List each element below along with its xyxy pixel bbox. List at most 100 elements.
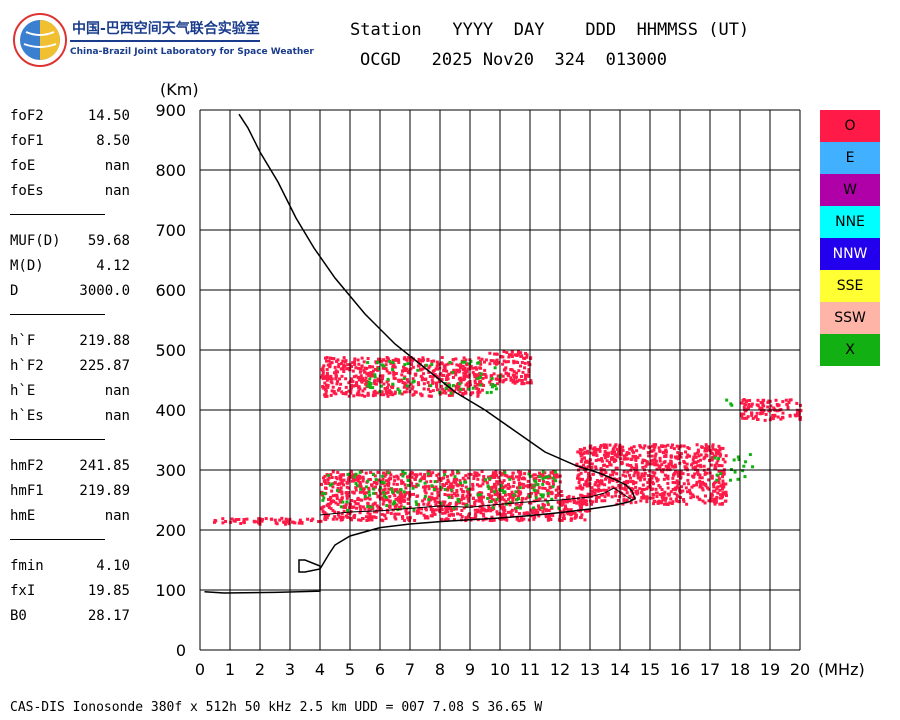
o-mode-echo xyxy=(492,372,496,376)
o-mode-echo xyxy=(395,503,399,507)
o-mode-echo xyxy=(426,503,430,507)
x-mode-echo xyxy=(495,497,499,501)
o-mode-echo xyxy=(354,488,358,492)
o-mode-echo xyxy=(722,471,726,475)
o-mode-echo xyxy=(621,502,625,506)
o-mode-echo xyxy=(574,513,578,517)
o-mode-echo xyxy=(529,508,533,512)
o-mode-echo xyxy=(571,495,575,499)
o-mode-echo xyxy=(386,491,390,495)
o-mode-echo xyxy=(536,504,540,508)
o-mode-echo xyxy=(462,375,466,379)
o-mode-echo xyxy=(746,407,750,411)
o-mode-echo xyxy=(412,392,416,396)
o-mode-echo xyxy=(604,476,608,480)
param-value: 28.17 xyxy=(87,608,130,624)
o-mode-echo xyxy=(671,480,675,484)
o-mode-echo xyxy=(393,390,397,394)
o-mode-echo xyxy=(643,477,647,481)
o-mode-echo xyxy=(642,495,646,499)
o-mode-echo xyxy=(327,359,331,363)
o-mode-echo xyxy=(371,365,375,369)
x-mode-echo xyxy=(478,375,482,379)
o-mode-echo xyxy=(591,452,595,456)
o-mode-echo xyxy=(469,393,473,397)
o-mode-echo xyxy=(357,393,361,397)
o-mode-echo xyxy=(397,360,401,364)
o-mode-echo xyxy=(256,520,260,524)
o-mode-echo xyxy=(721,479,725,483)
y-tick-label: 100 xyxy=(155,581,186,600)
o-mode-echo xyxy=(744,399,748,403)
o-mode-echo xyxy=(331,485,335,489)
o-mode-echo xyxy=(583,446,587,450)
o-mode-echo xyxy=(443,511,447,515)
o-mode-echo xyxy=(323,381,327,385)
o-mode-echo xyxy=(771,413,775,417)
o-mode-echo xyxy=(356,479,360,483)
o-mode-echo xyxy=(473,516,477,520)
o-mode-echo xyxy=(603,483,607,487)
o-mode-echo xyxy=(602,488,606,492)
o-mode-echo xyxy=(500,485,504,489)
x-mode-echo xyxy=(527,494,531,498)
o-mode-echo xyxy=(501,374,505,378)
o-mode-echo xyxy=(717,444,721,448)
o-mode-echo xyxy=(340,512,344,516)
o-mode-echo xyxy=(387,477,391,481)
o-mode-echo xyxy=(500,481,504,485)
param-label: h`Es xyxy=(10,408,44,424)
o-mode-echo xyxy=(651,470,655,474)
o-mode-echo xyxy=(324,486,328,490)
x-mode-echo xyxy=(443,473,447,477)
o-mode-echo xyxy=(718,463,722,467)
o-mode-echo xyxy=(280,516,284,520)
o-mode-echo xyxy=(363,394,367,398)
o-mode-echo xyxy=(718,502,722,506)
o-mode-echo xyxy=(584,509,588,513)
o-mode-echo xyxy=(649,496,653,500)
o-mode-echo xyxy=(582,463,586,467)
o-mode-echo xyxy=(381,366,385,370)
o-mode-echo xyxy=(384,472,388,476)
o-mode-echo xyxy=(384,363,388,367)
o-mode-echo xyxy=(707,478,711,482)
x-mode-echo xyxy=(538,475,542,479)
o-mode-echo xyxy=(455,363,459,367)
o-mode-echo xyxy=(509,495,513,499)
o-mode-echo xyxy=(740,414,744,418)
o-mode-echo xyxy=(213,518,217,522)
o-mode-echo xyxy=(587,484,591,488)
o-mode-echo xyxy=(640,461,644,465)
o-mode-echo xyxy=(353,513,357,517)
x-mode-echo xyxy=(373,373,377,377)
o-mode-echo xyxy=(336,470,340,474)
o-mode-echo xyxy=(386,386,390,390)
o-mode-echo xyxy=(329,361,333,365)
x-mode-echo xyxy=(741,469,745,473)
o-mode-echo xyxy=(356,498,360,502)
o-mode-echo xyxy=(370,515,374,519)
param-label: hmF1 xyxy=(10,483,44,499)
o-mode-echo xyxy=(504,377,508,381)
param-row: foEs nan xyxy=(10,183,130,208)
o-mode-echo xyxy=(334,392,338,396)
o-mode-echo xyxy=(544,513,548,517)
o-mode-echo xyxy=(478,390,482,394)
o-mode-echo xyxy=(383,484,387,488)
o-mode-echo xyxy=(340,490,344,494)
o-mode-echo xyxy=(787,400,791,404)
o-mode-echo xyxy=(601,493,605,497)
o-mode-echo xyxy=(599,443,603,447)
x-mode-echo xyxy=(733,470,737,474)
o-mode-echo xyxy=(371,515,375,519)
x-mode-echo xyxy=(401,474,405,478)
o-mode-echo xyxy=(638,453,642,457)
o-mode-echo xyxy=(347,394,351,398)
o-mode-echo xyxy=(614,466,618,470)
x-mode-echo xyxy=(465,503,469,507)
o-mode-echo xyxy=(320,367,324,371)
o-mode-echo xyxy=(435,360,439,364)
o-mode-echo xyxy=(384,367,388,371)
o-mode-echo xyxy=(324,383,328,387)
